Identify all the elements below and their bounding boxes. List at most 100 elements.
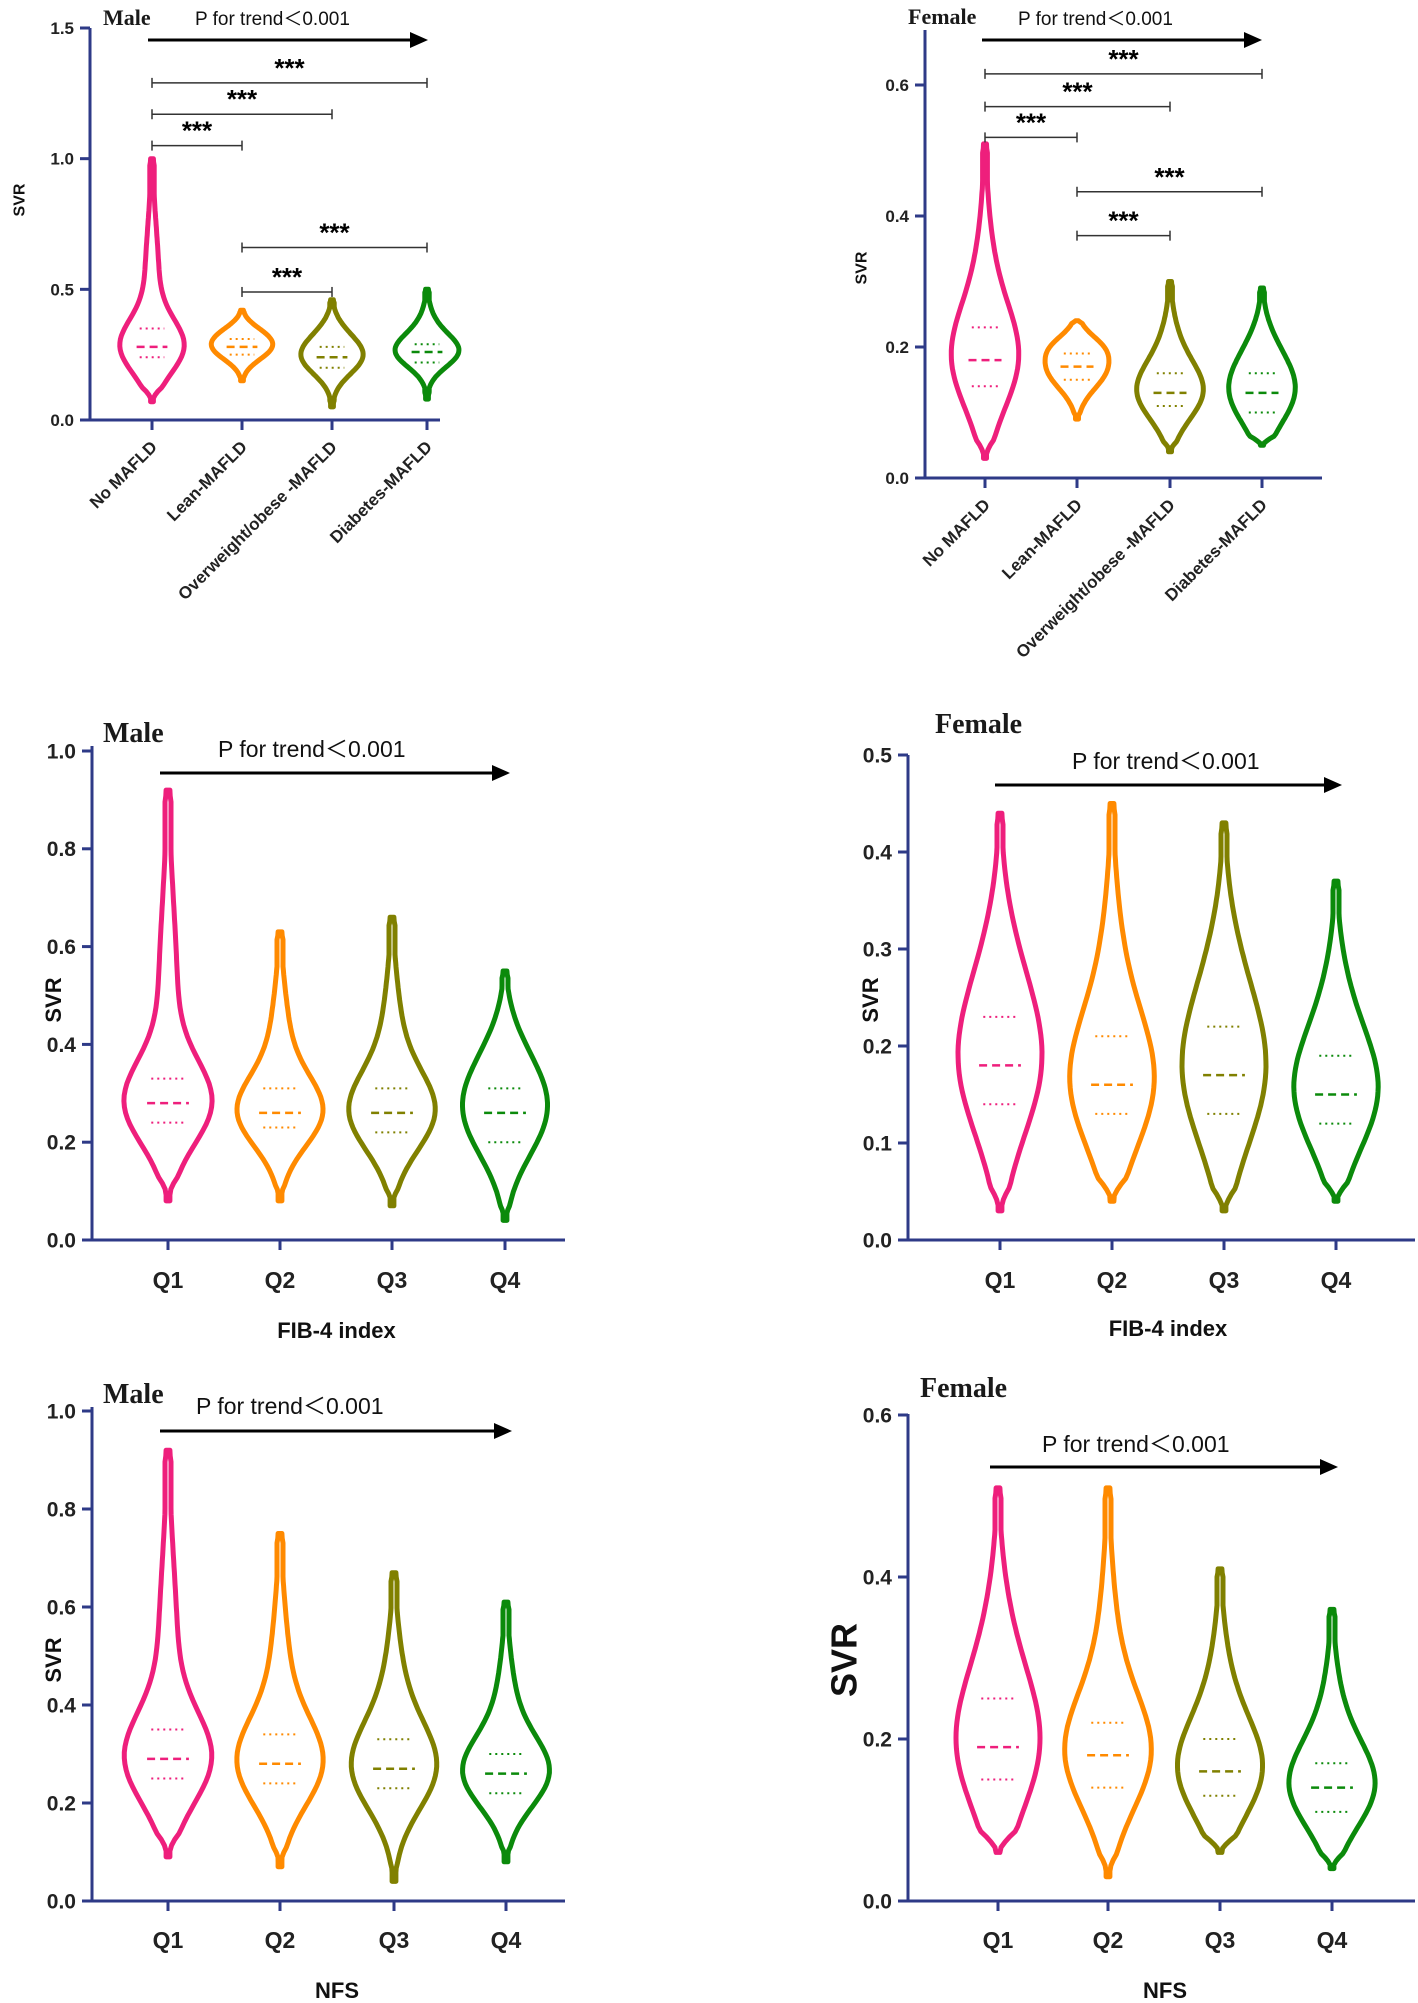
trend-arrow-head — [1320, 1459, 1338, 1475]
x-category-label: Q2 — [1097, 1267, 1128, 1293]
y-tick-label: 0.8 — [47, 1498, 77, 1521]
x-category-label: Q4 — [491, 1927, 522, 1953]
panel-p2: 0.0 0.2 0.4 0.6 SVR Female P for trend＜0.001 No… — [853, 4, 1322, 662]
violin-green — [460, 968, 550, 1223]
y-axis-title: SVR — [41, 977, 66, 1022]
y-axis-title: SVR — [11, 183, 28, 216]
x-axis-title: NFS — [315, 1978, 359, 2003]
significance-label: *** — [1062, 77, 1093, 107]
y-tick-label: 0.0 — [50, 411, 74, 430]
x-category-label: Q4 — [490, 1267, 521, 1293]
x-category-label: Q2 — [265, 1927, 296, 1953]
y-tick-label: 0.0 — [863, 1890, 892, 1913]
y-tick-label: 0.0 — [47, 1890, 76, 1913]
significance-bracket: *** — [151, 53, 428, 88]
violin-orange — [208, 307, 276, 384]
trend-arrow-head — [494, 1423, 512, 1439]
significance-bracket: *** — [1076, 162, 1263, 197]
x-category-label: Q1 — [153, 1927, 184, 1953]
violin-orange — [1042, 318, 1112, 422]
significance-bracket: *** — [241, 262, 333, 297]
significance-bracket: *** — [984, 44, 1263, 79]
x-axis-title: FIB-4 index — [1109, 1316, 1228, 1341]
panel-title: Female — [908, 4, 977, 29]
y-tick-label: 0.0 — [47, 1229, 76, 1252]
y-tick-label: 0.2 — [863, 1728, 892, 1751]
significance-label: *** — [182, 116, 213, 146]
x-category-label: Q1 — [153, 1267, 184, 1293]
trend-arrow-head — [1244, 32, 1262, 48]
panel-p1: 0.0 0.5 1.0 1.5 SVR Male P for trend＜0.001 No M… — [11, 5, 462, 604]
y-tick-label: 0.4 — [47, 1694, 77, 1717]
panel-title: Female — [920, 1373, 1007, 1404]
x-category-label: Q4 — [1317, 1927, 1348, 1953]
violin-green — [460, 1599, 552, 1865]
y-axis-title: SVR — [41, 1637, 66, 1682]
violin-green — [1286, 1606, 1378, 1872]
y-tick-label: 0.2 — [47, 1132, 76, 1155]
violin-orange — [234, 1531, 326, 1870]
x-category-label: Q2 — [1093, 1927, 1124, 1953]
violin-green — [1291, 878, 1381, 1204]
x-category-label: Diabetes-MAFLD — [326, 437, 436, 547]
significance-label: *** — [274, 53, 305, 83]
panel-title: Male — [103, 718, 164, 749]
trend-arrow-head — [1324, 777, 1342, 793]
x-category-label: No MAFLD — [919, 495, 994, 570]
x-category-label: Q3 — [379, 1927, 410, 1953]
panel-title: Male — [103, 1379, 164, 1410]
violin-pink — [121, 787, 215, 1204]
significance-label: *** — [227, 84, 258, 114]
x-category-label: Q1 — [985, 1267, 1016, 1293]
y-tick-label: 0.5 — [863, 744, 893, 767]
x-category-label: Q3 — [1205, 1927, 1236, 1953]
trend-text: P for trend＜0.001 — [1018, 9, 1173, 30]
violin-olive — [1179, 820, 1269, 1214]
violin-olive — [298, 297, 366, 410]
trend-text: P for trend＜0.001 — [1042, 1431, 1230, 1457]
significance-bracket: *** — [151, 116, 243, 151]
trend-arrow-head — [492, 765, 510, 781]
violin-pink — [955, 810, 1045, 1214]
y-tick-label: 0.4 — [47, 1034, 77, 1057]
y-tick-label: 1.5 — [50, 19, 74, 38]
trend-text: P for trend＜0.001 — [218, 736, 406, 762]
y-tick-label: 0.3 — [863, 938, 892, 961]
violin-olive — [1175, 1566, 1265, 1855]
x-axis-title: FIB-4 index — [277, 1318, 396, 1343]
x-category-label: Q2 — [265, 1267, 296, 1293]
x-category-label: Q1 — [983, 1927, 1014, 1953]
violin-green — [392, 286, 462, 402]
x-category-label: No MAFLD — [86, 437, 161, 512]
x-category-label: Diabetes-MAFLD — [1161, 495, 1271, 605]
y-tick-label: 0.2 — [863, 1035, 892, 1058]
x-category-label: Lean-MAFLD — [998, 495, 1086, 583]
significance-bracket: *** — [984, 107, 1078, 143]
y-tick-label: 0.2 — [885, 338, 909, 357]
y-tick-label: 0.6 — [47, 936, 76, 959]
significance-bracket: *** — [151, 84, 333, 120]
y-tick-label: 0.6 — [885, 76, 909, 95]
panel-p4: 0.0 0.1 0.2 0.3 0.4 0.5 SVR Female P for trend＜0… — [858, 709, 1415, 1341]
y-tick-label: 1.0 — [47, 740, 76, 763]
trend-arrow-head — [410, 32, 428, 48]
violin-pink — [948, 141, 1022, 461]
x-category-label: Q3 — [1209, 1267, 1240, 1293]
y-tick-label: 0.1 — [863, 1132, 893, 1155]
violin-olive — [1134, 279, 1206, 455]
violin-olive — [348, 1570, 440, 1884]
x-axis-title: NFS — [1143, 1978, 1187, 2003]
y-tick-label: 0.6 — [863, 1404, 892, 1427]
panel-p6: 0.0 0.2 0.4 0.6 SVR Female P for trend＜0.001 Q1… — [823, 1373, 1415, 2003]
significance-label: *** — [272, 262, 303, 292]
significance-bracket: *** — [241, 218, 428, 253]
violin-orange — [1067, 801, 1157, 1204]
y-tick-label: 1.0 — [50, 150, 74, 169]
trend-text: P for trend＜0.001 — [1072, 748, 1260, 774]
panel-p3: 0.0 0.2 0.4 0.6 0.8 1.0 SVR Male P for trend＜0.0… — [41, 718, 565, 1343]
significance-bracket: *** — [1076, 206, 1171, 241]
y-tick-label: 0.4 — [863, 1566, 893, 1589]
significance-label: *** — [1154, 162, 1185, 192]
y-tick-label: 0.4 — [863, 841, 893, 864]
